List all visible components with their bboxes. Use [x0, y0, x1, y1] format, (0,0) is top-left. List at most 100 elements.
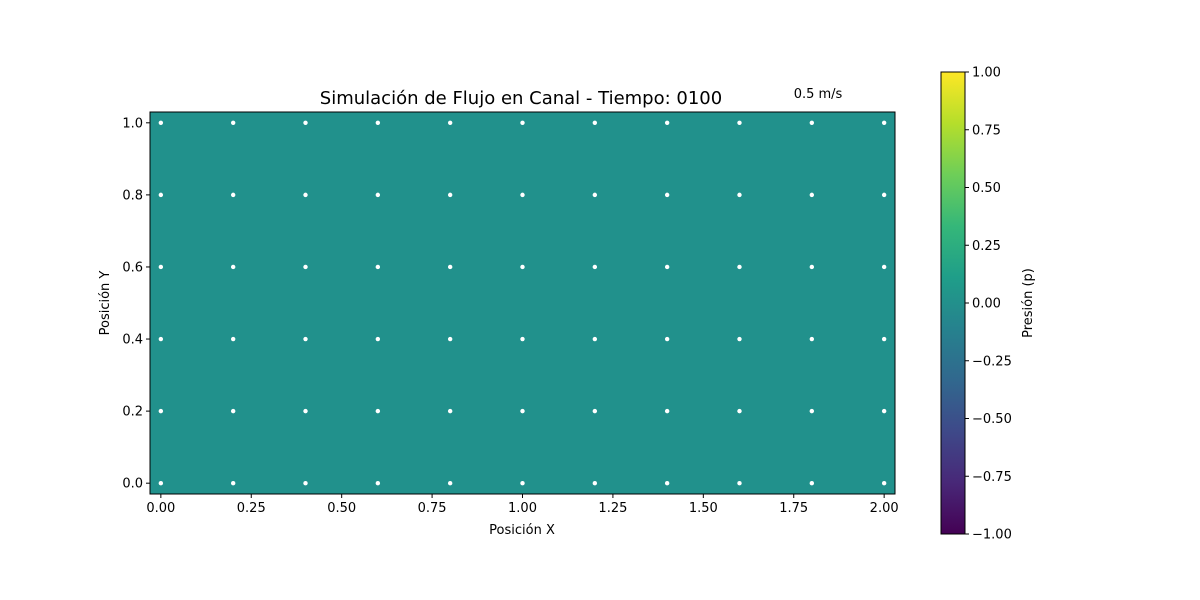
velocity-point [375, 120, 381, 126]
velocity-point [303, 336, 308, 342]
y-tick-label: 0.6 [122, 260, 143, 275]
y-axis-label: Posición Y [98, 271, 113, 336]
colorbar-axis: −1.00 −0.75 −0.50 −0.25 0.00 0.25 0.50 0.75 1.00 [965, 66, 1012, 543]
x-tick-label: 1.75 [779, 501, 808, 516]
velocity-point [881, 192, 887, 198]
velocity-point [447, 408, 453, 414]
velocity-point [664, 408, 670, 414]
velocity-point [664, 336, 670, 342]
x-tick-label: 0.50 [327, 501, 356, 516]
colorbar-tick-label: −1.00 [972, 528, 1012, 543]
velocity-point [592, 336, 598, 342]
velocity-point [447, 336, 453, 342]
colorbar-tick-label: −0.50 [972, 412, 1012, 427]
velocity-point [158, 408, 164, 414]
velocity-point [303, 192, 308, 198]
velocity-point [303, 408, 308, 414]
velocity-point [809, 408, 815, 414]
x-tick-label: 0.75 [418, 501, 447, 516]
velocity-point [809, 264, 815, 270]
x-axis: 0.00 0.25 0.50 0.75 1.00 1.25 1.50 1.75 2.00 [146, 494, 899, 516]
velocity-point [592, 264, 598, 270]
y-tick-label: 1.0 [122, 116, 143, 131]
velocity-point [664, 192, 670, 198]
colorbar-tick-label: 1.00 [972, 66, 1001, 81]
velocity-point [447, 192, 453, 198]
velocity-point [158, 120, 164, 126]
velocity-point [881, 480, 887, 486]
velocity-point [375, 408, 381, 414]
velocity-point [809, 336, 815, 342]
x-tick-label: 1.50 [689, 501, 718, 516]
velocity-point [375, 264, 381, 270]
velocity-point [881, 264, 887, 270]
colorbar-tick-label: 0.50 [972, 181, 1001, 196]
velocity-point [664, 480, 670, 486]
x-axis-label: Posición X [489, 523, 555, 538]
velocity-point [230, 480, 236, 486]
x-tick-label: 2.00 [870, 501, 899, 516]
velocity-point [375, 480, 381, 486]
velocity-point [592, 480, 598, 486]
velocity-point [737, 264, 742, 270]
colorbar-tick-label: 0.00 [972, 297, 1001, 312]
velocity-point [303, 120, 308, 126]
velocity-point [592, 192, 598, 198]
velocity-point [664, 264, 670, 270]
velocity-point [158, 480, 164, 486]
velocity-point [809, 120, 815, 126]
velocity-point [230, 120, 236, 126]
velocity-point [520, 120, 525, 126]
velocity-point [158, 192, 164, 198]
velocity-point [520, 480, 525, 486]
velocity-point [520, 264, 525, 270]
velocity-point [230, 336, 236, 342]
velocity-point [664, 120, 670, 126]
velocity-point [375, 336, 381, 342]
x-tick-label: 0.25 [237, 501, 266, 516]
colorbar [940, 71, 966, 535]
velocity-point [303, 264, 308, 270]
velocity-point [737, 480, 742, 486]
velocity-vectors [158, 120, 887, 486]
velocity-point [520, 192, 525, 198]
velocity-point [447, 264, 453, 270]
velocity-point [881, 120, 887, 126]
y-axis: 0.0 0.2 0.4 0.6 0.8 1.0 [122, 116, 150, 492]
colorbar-tick-label: −0.25 [972, 354, 1012, 369]
velocity-point [592, 120, 598, 126]
velocity-point [881, 336, 887, 342]
velocity-point [447, 120, 453, 126]
y-tick-label: 0.8 [122, 188, 143, 203]
pressure-field [150, 112, 895, 494]
velocity-point [737, 120, 742, 126]
velocity-point [375, 192, 381, 198]
velocity-point [520, 336, 525, 342]
x-tick-label: 1.25 [598, 501, 627, 516]
velocity-point [158, 336, 164, 342]
colorbar-label: Presión (p) [1021, 268, 1036, 338]
x-tick-label: 1.00 [508, 501, 537, 516]
velocity-point [230, 264, 236, 270]
velocity-point [447, 480, 453, 486]
colorbar-tick-label: −0.75 [972, 470, 1012, 485]
y-tick-label: 0.0 [122, 477, 143, 492]
velocity-point [809, 480, 815, 486]
chart-title: Simulación de Flujo en Canal - Tiempo: 0… [320, 88, 722, 109]
velocity-point [230, 408, 236, 414]
velocity-point [520, 408, 525, 414]
y-tick-label: 0.2 [122, 405, 143, 420]
velocity-point [737, 336, 742, 342]
velocity-point [158, 264, 164, 270]
velocity-point [881, 408, 887, 414]
x-tick-label: 0.00 [146, 501, 175, 516]
colorbar-tick-label: 0.25 [972, 239, 1001, 254]
velocity-point [230, 192, 236, 198]
velocity-point [737, 408, 742, 414]
velocity-point [303, 480, 308, 486]
quiver-key-label: 0.5 m/s [794, 87, 843, 102]
velocity-point [592, 408, 598, 414]
velocity-point [737, 192, 742, 198]
colorbar-tick-label: 0.75 [972, 123, 1001, 138]
